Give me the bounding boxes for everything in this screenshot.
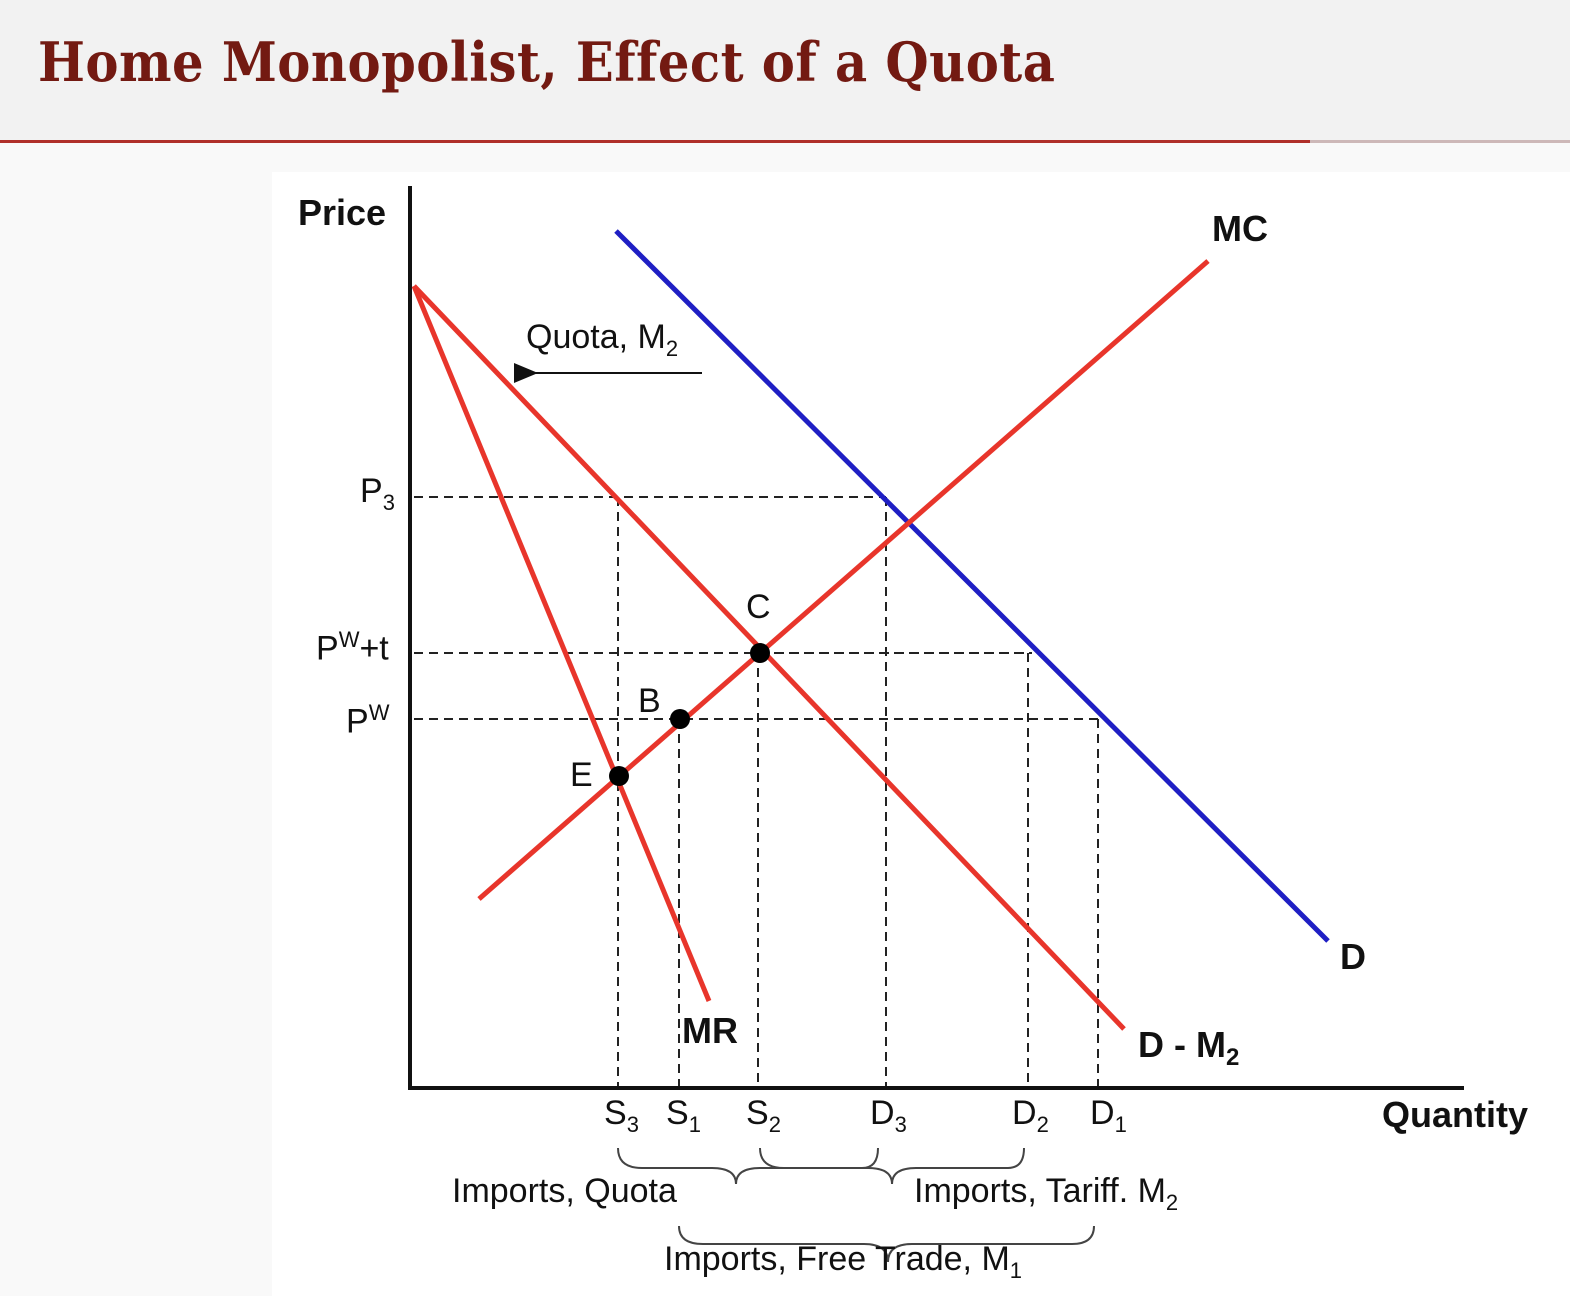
q-tick-s3: S3 [604, 1094, 639, 1137]
slide-title: Home Monopolist, Effect of a Quota [38, 30, 1056, 94]
demand-curve-d [614, 229, 1330, 943]
title-underline-faded [1310, 140, 1570, 143]
y-axis-label: Price [298, 192, 387, 233]
title-underline [0, 140, 1310, 143]
point-b [670, 709, 690, 729]
quota-arrow-label: Quota, M2 [526, 318, 679, 361]
q-tick-d2: D2 [1012, 1094, 1049, 1137]
x-axis-label: Quantity [1382, 1094, 1529, 1135]
slide-header: Home Monopolist, Effect of a Quota [0, 0, 1570, 140]
diagram-canvas [408, 186, 1464, 1263]
brace-imports-tariff [759, 1147, 1025, 1185]
q-tick-s1: S1 [666, 1094, 701, 1137]
price-label-pw: PW [346, 700, 390, 741]
imports-tariff-label: Imports, Tariff. M2 [914, 1172, 1179, 1215]
imports-quota-label: Imports, Quota [452, 1172, 677, 1210]
price-label-pw-plus-t: PW+t [316, 627, 389, 668]
point-c [750, 643, 770, 663]
point-c-label: C [746, 588, 771, 626]
brace-imports-free-trade [678, 1225, 1095, 1263]
monopoly-quota-diagram: Price Quantity P3 PW+t PW MC D MR D - M2… [272, 172, 1570, 1296]
q-tick-s2: S2 [746, 1094, 781, 1137]
point-b-label: B [638, 682, 661, 720]
mc-label: MC [1212, 208, 1268, 249]
q-tick-d3: D3 [870, 1094, 907, 1137]
d-minus-m2-label: D - M2 [1138, 1024, 1240, 1072]
import-braces [617, 1147, 1095, 1263]
mr-label: MR [682, 1010, 738, 1051]
dashed-guides [414, 496, 1102, 1088]
point-e-label: E [570, 756, 593, 794]
mr-curve [411, 285, 712, 1002]
point-e [609, 766, 629, 786]
price-label-p3: P3 [360, 472, 395, 515]
brace-imports-quota [617, 1147, 879, 1185]
q-tick-d1: D1 [1090, 1094, 1127, 1137]
mc-curve [477, 259, 1210, 901]
imports-free-trade-label: Imports, Free Trade, M1 [664, 1240, 1023, 1283]
d-minus-m2-curve [412, 284, 1126, 1031]
d-label: D [1340, 936, 1366, 977]
